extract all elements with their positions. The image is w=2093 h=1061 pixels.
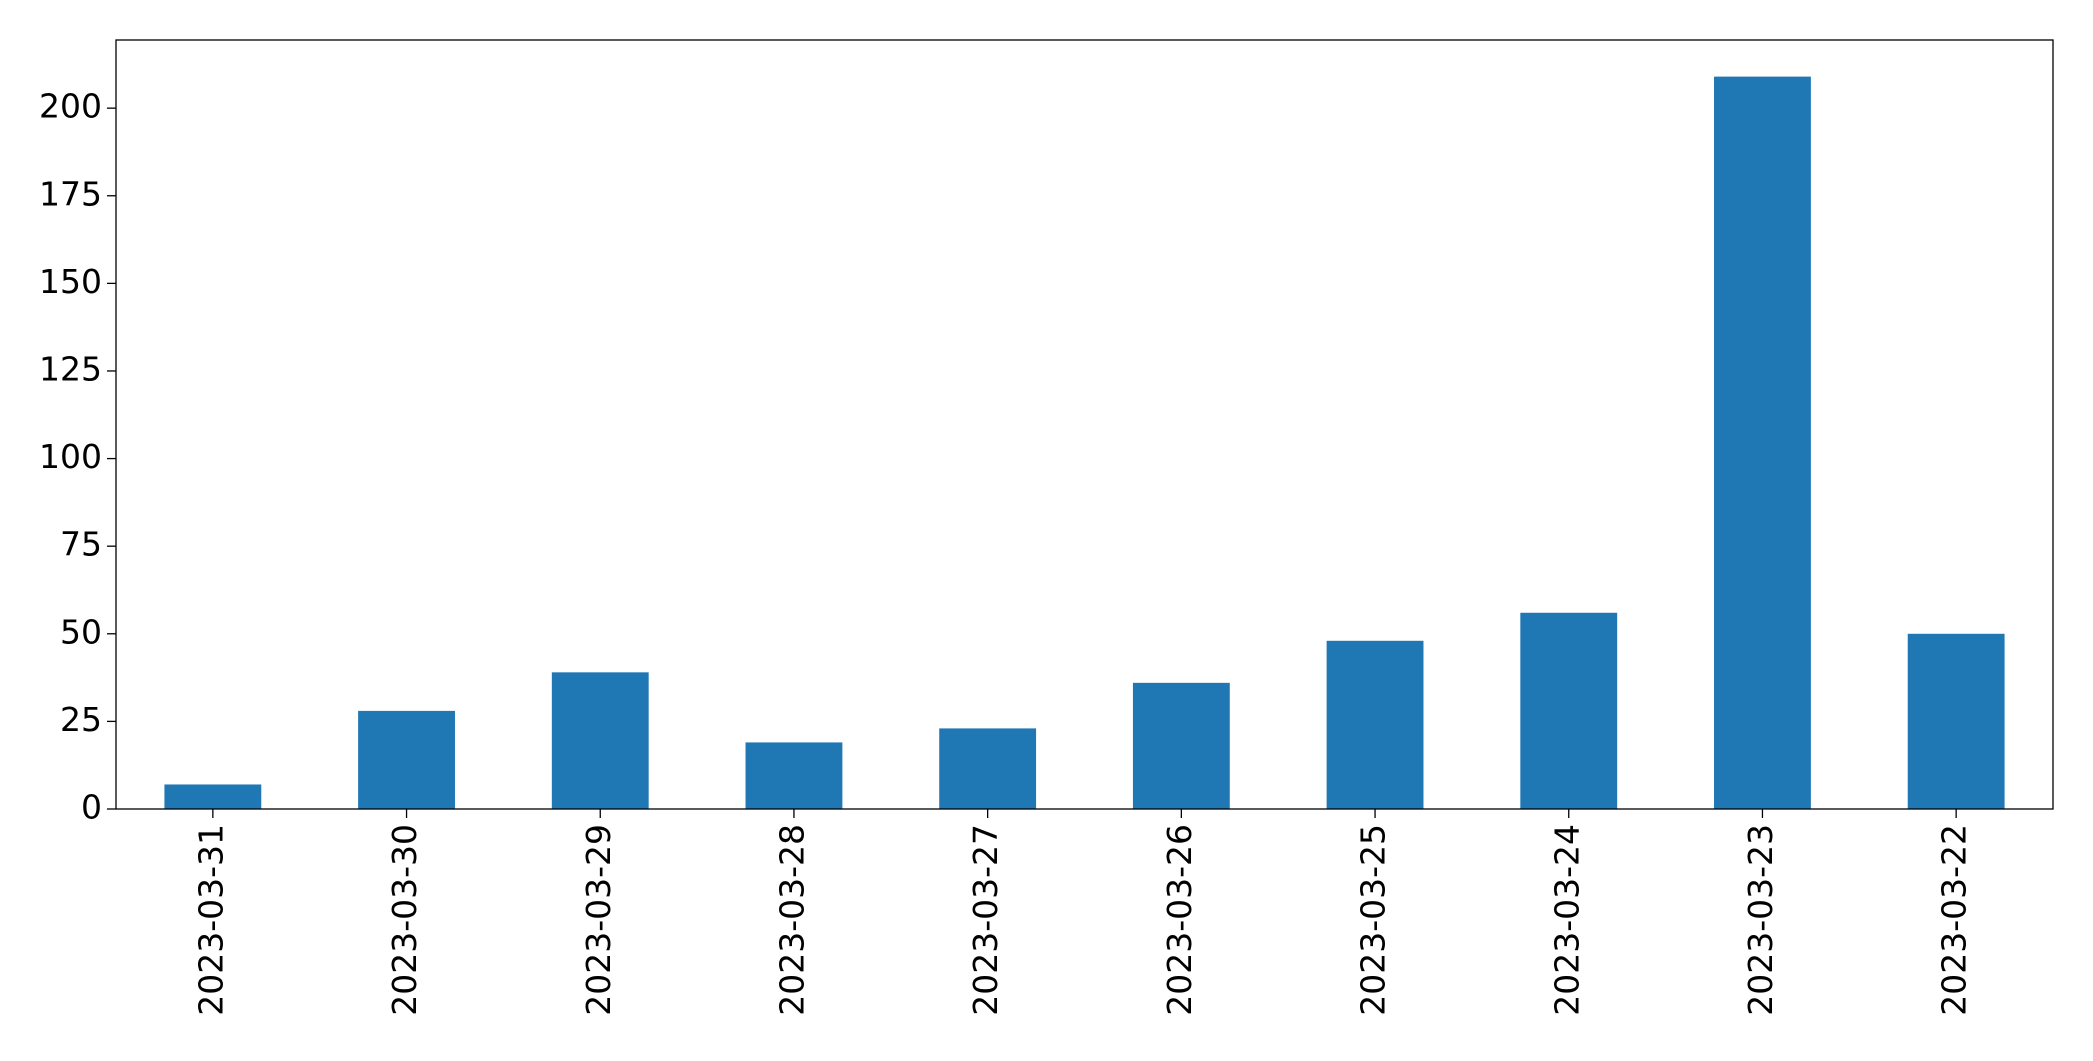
bar (1907, 633, 2005, 809)
y-tick-label: 50 (60, 612, 102, 651)
y-tick-label: 100 (39, 437, 102, 476)
y-tick-label: 175 (39, 174, 102, 213)
x-tick-label: 2023-03-29 (579, 824, 618, 1016)
y-tick-label: 75 (60, 525, 102, 564)
x-tick-label: 2023-03-24 (1547, 824, 1586, 1016)
x-tick-label: 2023-03-22 (1935, 824, 1974, 1016)
bar (1520, 612, 1618, 809)
x-tick-label: 2023-03-28 (772, 824, 811, 1016)
y-tick-label: 150 (39, 262, 102, 301)
bar (1132, 682, 1230, 809)
y-tick-label: 25 (60, 700, 102, 739)
bar (358, 710, 455, 809)
bar (551, 672, 649, 809)
x-tick-label: 2023-03-23 (1741, 824, 1780, 1016)
bar (1714, 76, 1811, 810)
y-tick-label: 0 (81, 788, 102, 827)
y-tick-label: 200 (39, 87, 102, 126)
plot-frame (115, 39, 2054, 810)
bar (939, 728, 1037, 809)
bar (745, 742, 843, 809)
x-tick-label: 2023-03-31 (191, 824, 230, 1016)
x-tick-label: 2023-03-25 (1354, 824, 1393, 1016)
bar (164, 784, 262, 809)
y-tick-label: 125 (39, 349, 102, 388)
x-tick-label: 2023-03-27 (966, 824, 1005, 1016)
bar (1326, 640, 1424, 809)
x-tick-label: 2023-03-26 (1160, 824, 1199, 1016)
x-tick-label: 2023-03-30 (385, 824, 424, 1016)
